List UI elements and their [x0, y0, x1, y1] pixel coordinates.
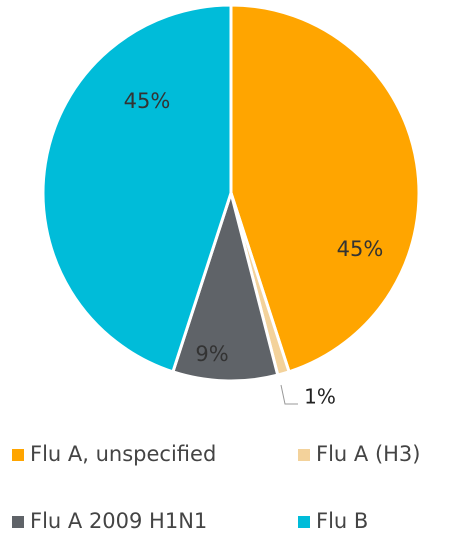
leader-line [280, 384, 298, 405]
legend-label: Flu A 2009 H1N1 [30, 509, 207, 533]
legend-label: Flu A, unspecified [30, 442, 216, 466]
data-label: 9% [195, 342, 228, 366]
legend-swatch [298, 516, 310, 528]
data-label: 1% [304, 385, 336, 409]
pie-slice [171, 187, 280, 383]
legend-swatch [298, 449, 310, 461]
pie-slice [41, 3, 233, 374]
data-label: 45% [337, 237, 384, 261]
legend-swatch [12, 516, 24, 528]
legend-label: Flu B [316, 509, 368, 533]
legend-swatch [12, 449, 24, 461]
legend-label: Flu A (H3) [316, 442, 420, 466]
pie-slice [229, 3, 421, 374]
data-label: 45% [124, 89, 171, 113]
